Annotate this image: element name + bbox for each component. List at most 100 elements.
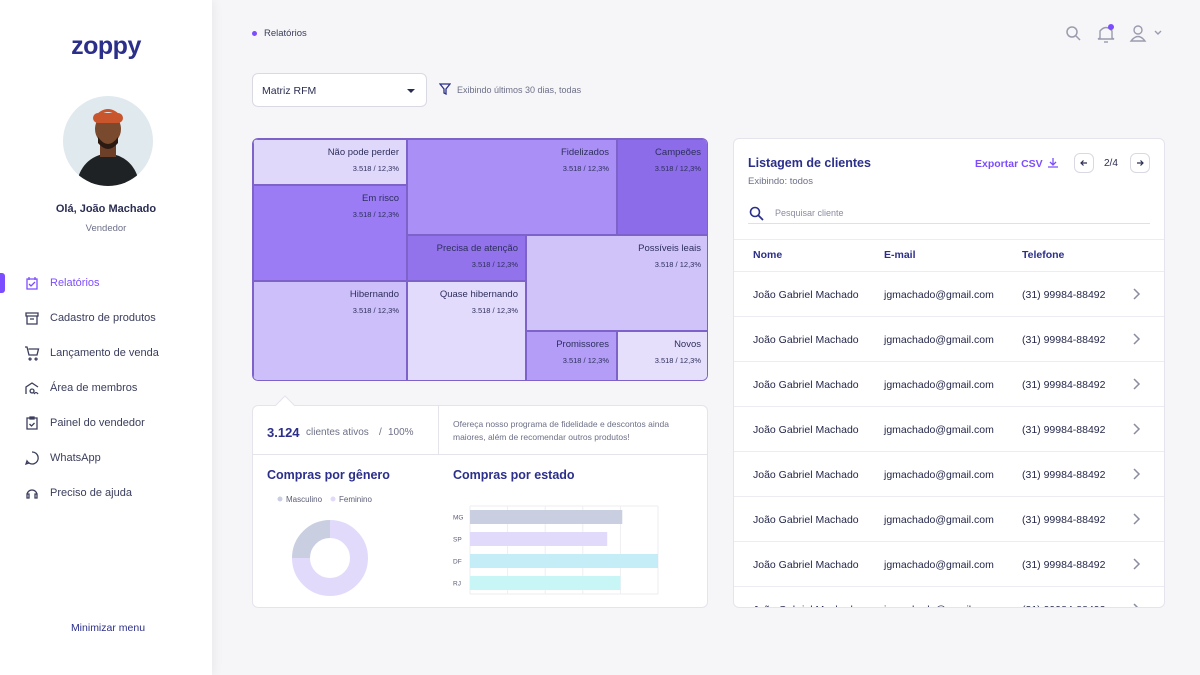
client-cell: João Gabriel Machado (753, 469, 859, 481)
icon-shape (26, 416, 38, 430)
clients-title: Listagem de clientes (748, 156, 871, 170)
search-input[interactable]: Pesquisar cliente (775, 208, 844, 218)
menu-item[interactable]: Painel do vendedor (50, 417, 145, 429)
y-tick-label: SP (453, 537, 462, 544)
segment-label: Promissores (556, 339, 609, 350)
rfm-segment[interactable]: Promissores 3.518 / 12,3% (526, 331, 617, 380)
client-cell: jgmachado@gmail.com (884, 514, 994, 526)
segment-label: Precisa de atenção (436, 243, 518, 254)
client-row[interactable]: João Gabriel Machado jgmachado@gmail.com (… (734, 271, 1164, 316)
menu-item[interactable]: WhatsApp (50, 452, 101, 464)
client-row[interactable]: João Gabriel Machado jgmachado@gmail.com (… (734, 586, 1164, 608)
filter-summary: Exibindo últimos 30 dias, todas (457, 85, 582, 95)
client-cell: (31) 99984-88492 (1022, 604, 1105, 607)
prev-page[interactable] (1074, 153, 1094, 173)
icon-shape (25, 312, 39, 325)
menu-icon (25, 312, 39, 325)
minimize-menu[interactable]: Minimizar menu (70, 622, 146, 634)
segment-label: Campeões (655, 147, 701, 158)
rfm-segment[interactable]: Hibernando 3.518 / 12,3% (253, 281, 407, 380)
download-icon[interactable] (1047, 157, 1059, 169)
chevron-shape (1133, 558, 1141, 570)
client-row[interactable]: João Gabriel Machado jgmachado@gmail.com (… (734, 361, 1164, 406)
client-cell: João Gabriel Machado (753, 604, 859, 607)
segment-label: Em risco (362, 193, 399, 204)
select-caret (407, 89, 415, 93)
search-icon[interactable] (1066, 26, 1081, 41)
client-row[interactable]: João Gabriel Machado jgmachado@gmail.com (… (734, 316, 1164, 361)
segment-value: 3.518 / 12,3% (654, 164, 701, 173)
active-count: 3.124 (267, 425, 300, 440)
active-label: clientes ativos (306, 427, 369, 438)
rfm-segment[interactable]: Novos 3.518 / 12,3% (617, 331, 707, 380)
segment-value: 3.518 / 12,3% (562, 164, 609, 173)
filter-icon[interactable] (439, 83, 451, 95)
donut-segment (292, 520, 368, 596)
row-chevron[interactable] (1132, 513, 1142, 525)
client-cell: João Gabriel Machado (753, 379, 859, 391)
y-tick-label: DF (453, 559, 462, 566)
breadcrumb-dot (252, 31, 257, 36)
breadcrumb[interactable]: Relatórios (264, 28, 307, 39)
row-chevron[interactable] (1132, 603, 1142, 608)
next-page[interactable] (1130, 153, 1150, 173)
clients-panel: Listagem de clientes Exibindo: todos Exp… (733, 138, 1165, 608)
export-csv[interactable]: Exportar CSV (975, 158, 1043, 170)
active-indicator (0, 273, 5, 293)
client-cell: (31) 99984-88492 (1022, 559, 1106, 571)
client-cell: (31) 99984-88492 (1022, 424, 1106, 436)
client-cell: João Gabriel Machado (753, 289, 859, 301)
rfm-segment[interactable]: Quase hibernando 3.518 / 12,3% (407, 281, 526, 380)
menu-item[interactable]: Área de membros (50, 382, 138, 394)
chevron-shape (1133, 378, 1141, 390)
rfm-segment[interactable]: Em risco 3.518 / 12,3% (253, 185, 407, 281)
loyalty-note: Ofereça nosso programa de fidelidade e d… (453, 419, 669, 442)
logo[interactable]: zoppy (71, 32, 141, 60)
menu-item[interactable]: Relatórios (50, 277, 100, 289)
bar (470, 532, 608, 546)
client-cell: jgmachado@gmail.com (884, 334, 994, 346)
chevron-shape (1133, 513, 1141, 525)
page-indicator: 2/4 (1104, 158, 1118, 169)
rfm-segment[interactable]: Campeões 3.518 / 12,3% (617, 139, 707, 235)
menu-icon (25, 346, 40, 361)
row-chevron[interactable] (1132, 288, 1142, 300)
segment-value: 3.518 / 12,3% (471, 260, 518, 269)
client-row[interactable]: João Gabriel Machado jgmachado@gmail.com (… (734, 451, 1164, 496)
legend-swatch (277, 496, 283, 502)
row-chevron[interactable] (1132, 468, 1142, 480)
icon-shape (25, 346, 40, 361)
select-value: Matriz RFM (262, 85, 317, 97)
row-chevron[interactable] (1132, 558, 1142, 570)
segment-label: Quase hibernando (439, 289, 518, 300)
divider (734, 239, 1164, 240)
y-tick-label: MG (453, 515, 463, 522)
menu-item[interactable]: Lançamento de venda (50, 347, 159, 359)
role: Vendedor (85, 223, 127, 234)
rfm-segment[interactable]: Possíveis leais 3.518 / 12,3% (526, 235, 707, 331)
top-icons (1066, 24, 1162, 43)
rfm-segment[interactable]: Fidelizados 3.518 / 12,3% (407, 139, 617, 235)
client-cell: jgmachado@gmail.com (884, 469, 994, 481)
menu-item[interactable]: Cadastro de produtos (50, 312, 156, 324)
charts: Masculino Feminino MG SP DF RJ (277, 495, 659, 596)
report-select[interactable]: Matriz RFM (252, 73, 427, 107)
chevron-shape (1133, 468, 1141, 480)
row-chevron[interactable] (1132, 378, 1142, 390)
rfm-segment[interactable]: Precisa de atenção 3.518 / 12,3% (407, 235, 526, 281)
client-cell: (31) 99984-88492 (1022, 514, 1106, 526)
menu-item[interactable]: Preciso de ajuda (50, 487, 132, 499)
menu-icon (26, 277, 38, 290)
user-icon[interactable] (1129, 25, 1162, 42)
client-row[interactable]: João Gabriel Machado jgmachado@gmail.com (… (734, 541, 1164, 586)
state-chart-title: Compras por estado (453, 468, 575, 482)
legend-swatch (330, 496, 336, 502)
rfm-matrix: Não pode perder 3.518 / 12,3% Em risco 3.51… (252, 138, 708, 381)
client-row[interactable]: João Gabriel Machado jgmachado@gmail.com (… (734, 406, 1164, 451)
segment-label: Hibernando (349, 289, 399, 300)
client-row[interactable]: João Gabriel Machado jgmachado@gmail.com (… (734, 496, 1164, 541)
row-chevron[interactable] (1132, 333, 1142, 345)
rfm-segment[interactable]: Não pode perder 3.518 / 12,3% (253, 139, 407, 185)
search-icon (749, 206, 764, 221)
row-chevron[interactable] (1132, 423, 1142, 435)
